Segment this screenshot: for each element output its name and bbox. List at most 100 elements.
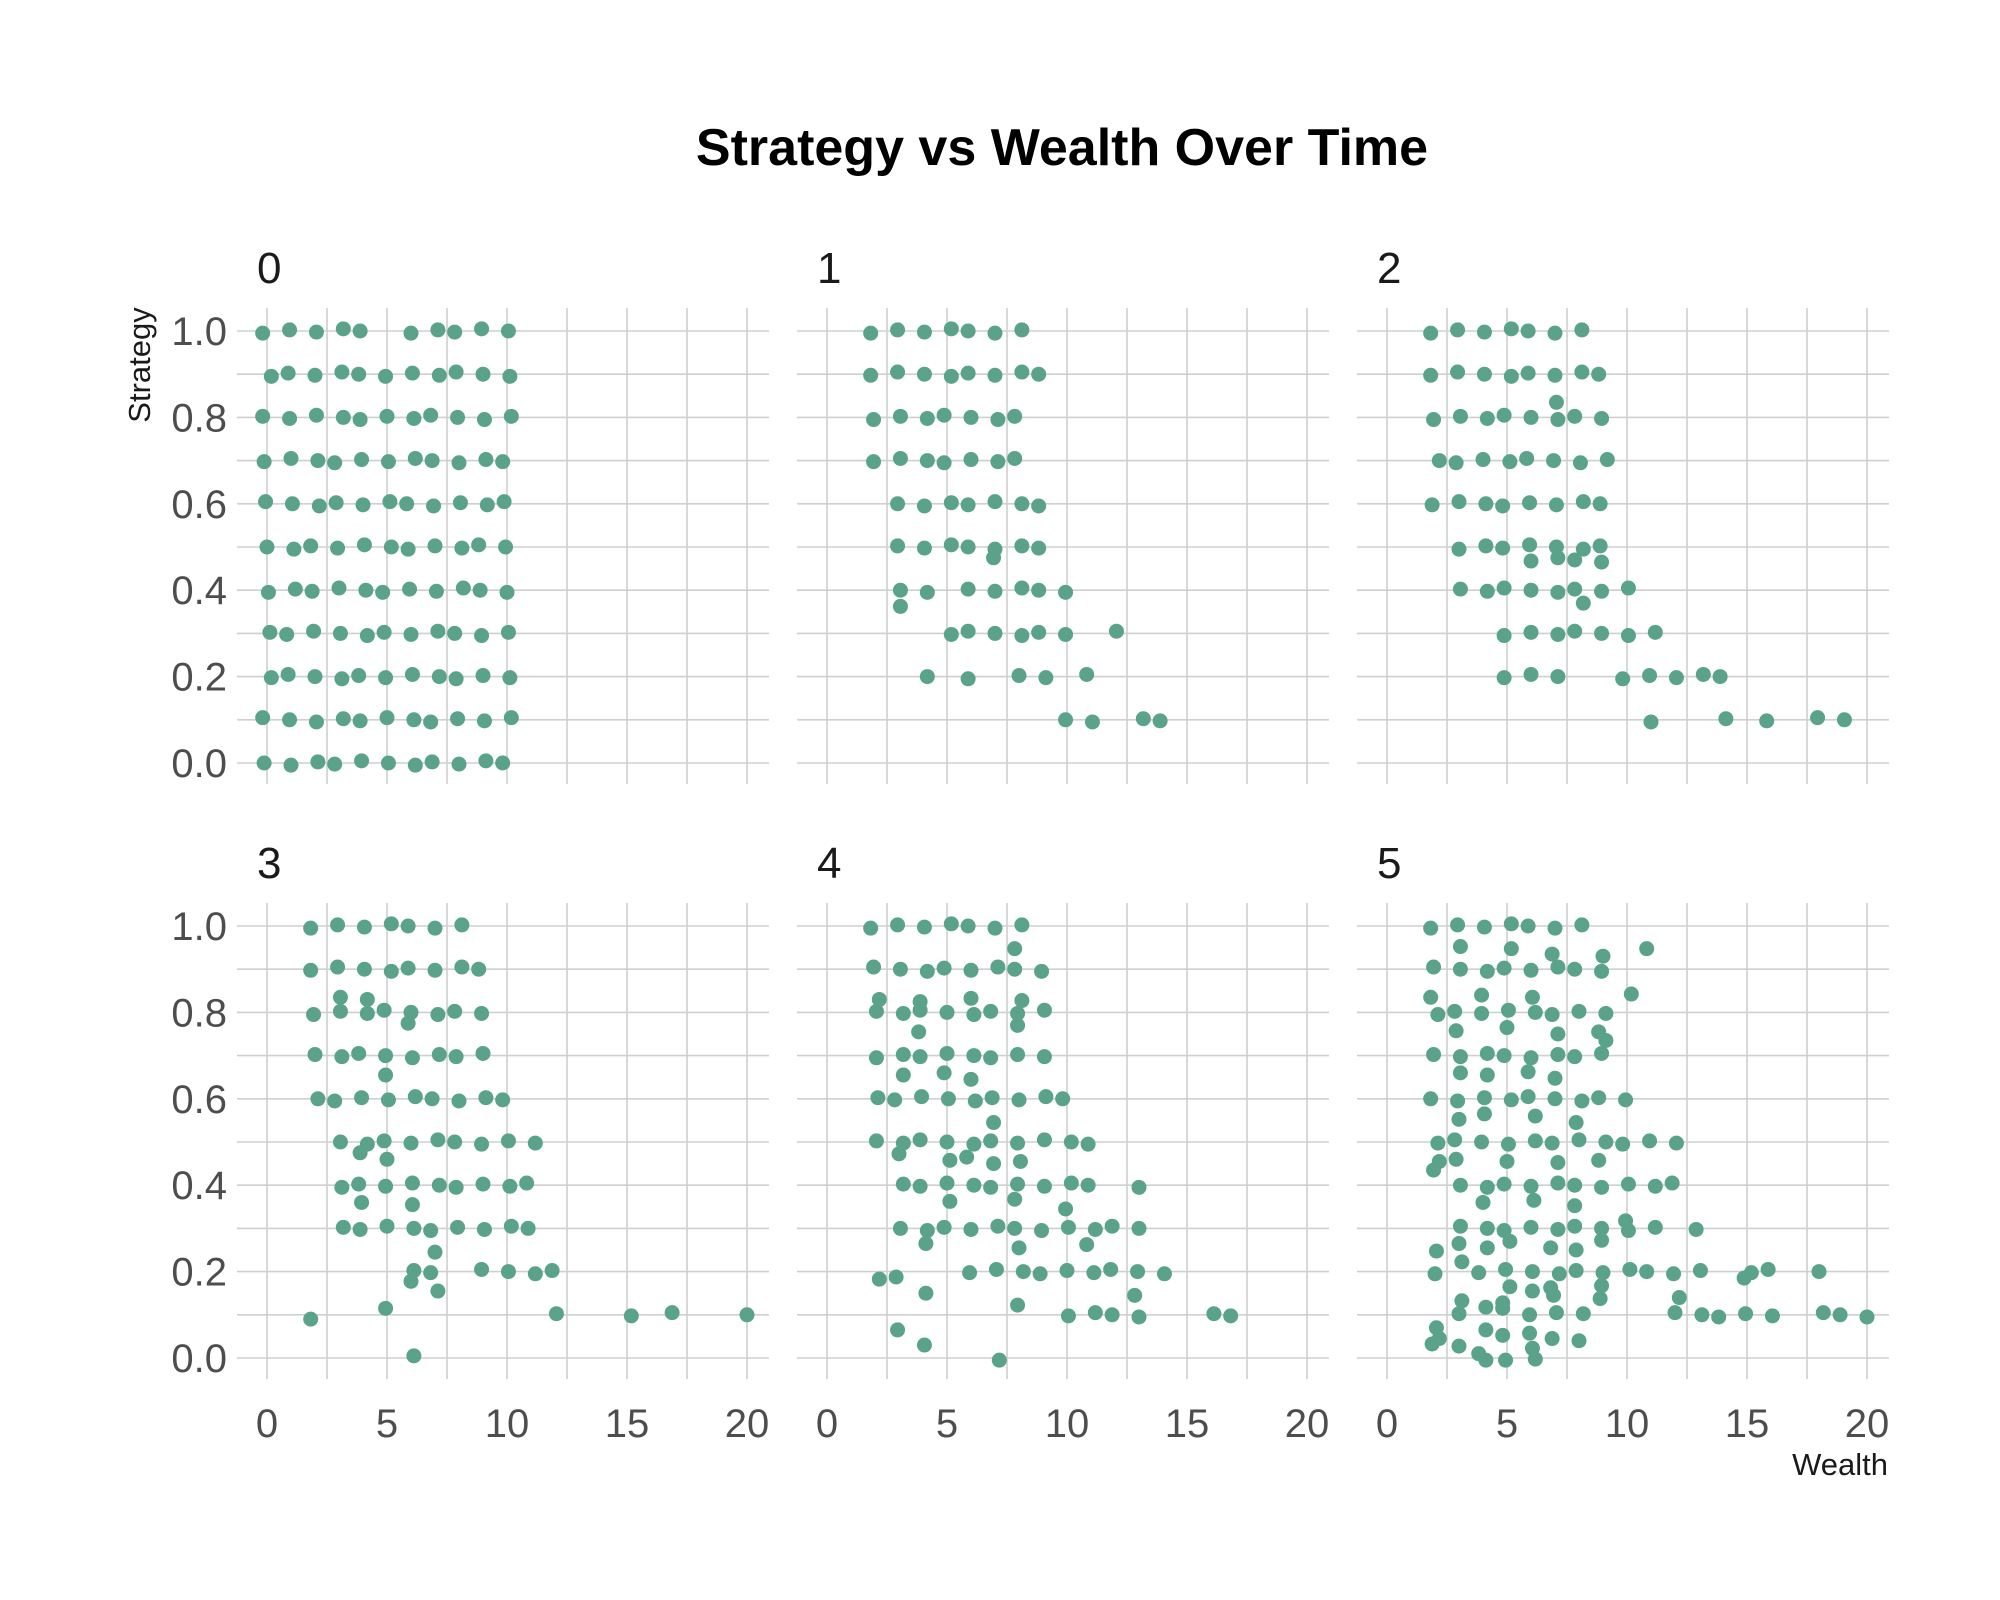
data-point: [1503, 916, 1519, 932]
data-point: [1667, 1305, 1683, 1321]
data-point: [284, 496, 300, 512]
data-point: [308, 407, 324, 423]
data-point: [1591, 1152, 1607, 1168]
data-point: [1524, 989, 1540, 1005]
data-point: [1524, 1283, 1540, 1299]
data-point: [1595, 1265, 1611, 1281]
data-point: [990, 1218, 1006, 1234]
data-point: [255, 325, 271, 341]
data-point: [1520, 918, 1536, 934]
data-point: [1447, 1132, 1463, 1148]
data-point: [987, 583, 1003, 599]
data-point: [519, 1175, 535, 1191]
data-point: [1523, 409, 1539, 425]
data-point: [1452, 408, 1468, 424]
data-point: [1594, 1278, 1610, 1294]
data-point: [966, 1007, 982, 1023]
data-point: [399, 496, 415, 512]
data-point: [967, 1093, 983, 1109]
data-point: [960, 323, 976, 339]
data-point: [892, 961, 908, 977]
data-point: [263, 670, 279, 686]
data-point: [1014, 496, 1030, 512]
data-point: [1639, 941, 1655, 957]
data-point: [400, 960, 416, 976]
data-point: [1811, 1264, 1827, 1280]
data-point: [1550, 669, 1566, 685]
data-point: [1010, 1005, 1026, 1021]
data-point: [919, 453, 935, 469]
data-point: [1594, 1232, 1610, 1248]
data-point: [495, 454, 511, 470]
data-point: [986, 550, 1002, 566]
data-point: [1522, 495, 1538, 511]
data-point: [380, 454, 396, 470]
x-tick-label: 15: [1165, 1402, 1210, 1446]
data-point: [1223, 1308, 1239, 1324]
data-point: [895, 1067, 911, 1083]
data-point: [1450, 917, 1466, 933]
data-point: [916, 324, 932, 340]
data-point: [378, 1048, 394, 1064]
data-point: [1479, 410, 1495, 426]
data-point: [1522, 537, 1538, 553]
data-point: [283, 757, 299, 773]
data-point: [890, 364, 906, 380]
data-point: [430, 1007, 446, 1023]
data-point: [962, 1265, 978, 1281]
data-point: [332, 1003, 348, 1019]
data-point: [331, 580, 347, 596]
data-point: [960, 581, 976, 597]
data-point: [476, 412, 492, 428]
data-point: [1567, 623, 1583, 639]
data-point: [282, 410, 298, 426]
chart-title: Strategy vs Wealth Over Time: [696, 119, 1428, 177]
data-point: [887, 1092, 903, 1108]
data-point: [478, 1090, 494, 1106]
data-point: [448, 1179, 464, 1195]
data-point: [383, 916, 399, 932]
data-point: [1479, 1179, 1495, 1195]
data-point: [1478, 1299, 1494, 1315]
data-point: [984, 1090, 1000, 1106]
x-tick-label: 5: [1496, 1402, 1518, 1446]
facet-label: 0: [257, 244, 281, 293]
data-point: [475, 366, 491, 382]
data-point: [1502, 454, 1518, 470]
data-point: [1454, 1293, 1470, 1309]
data-point: [1010, 1047, 1026, 1063]
x-tick-label: 0: [256, 1402, 278, 1446]
data-point: [1574, 322, 1590, 338]
data-point: [1832, 1307, 1848, 1323]
data-point: [1451, 1111, 1467, 1127]
data-point: [1503, 321, 1519, 337]
data-point: [1014, 538, 1030, 554]
data-point: [1478, 538, 1494, 554]
data-point: [1060, 1308, 1076, 1324]
data-point: [1499, 1020, 1515, 1036]
data-point: [1014, 322, 1030, 338]
data-point: [739, 1307, 755, 1323]
data-point: [330, 540, 346, 556]
data-point: [404, 666, 420, 682]
data-point: [1567, 1198, 1583, 1214]
data-point: [1479, 583, 1495, 599]
data-point: [986, 1156, 1002, 1172]
data-point: [354, 1194, 370, 1210]
data-point: [916, 1337, 932, 1353]
data-point: [451, 756, 467, 772]
data-point: [990, 959, 1006, 975]
data-point: [1544, 1331, 1560, 1347]
data-point: [400, 541, 416, 557]
data-point: [1474, 1134, 1490, 1150]
data-point: [1712, 669, 1728, 685]
data-point: [1527, 1004, 1543, 1020]
data-point: [498, 539, 514, 555]
data-point: [983, 1133, 999, 1149]
data-point: [472, 582, 488, 598]
data-point: [1544, 946, 1560, 962]
data-point: [1574, 364, 1590, 380]
data-point: [334, 1049, 350, 1065]
data-point: [1527, 1133, 1543, 1149]
data-point: [379, 1218, 395, 1234]
